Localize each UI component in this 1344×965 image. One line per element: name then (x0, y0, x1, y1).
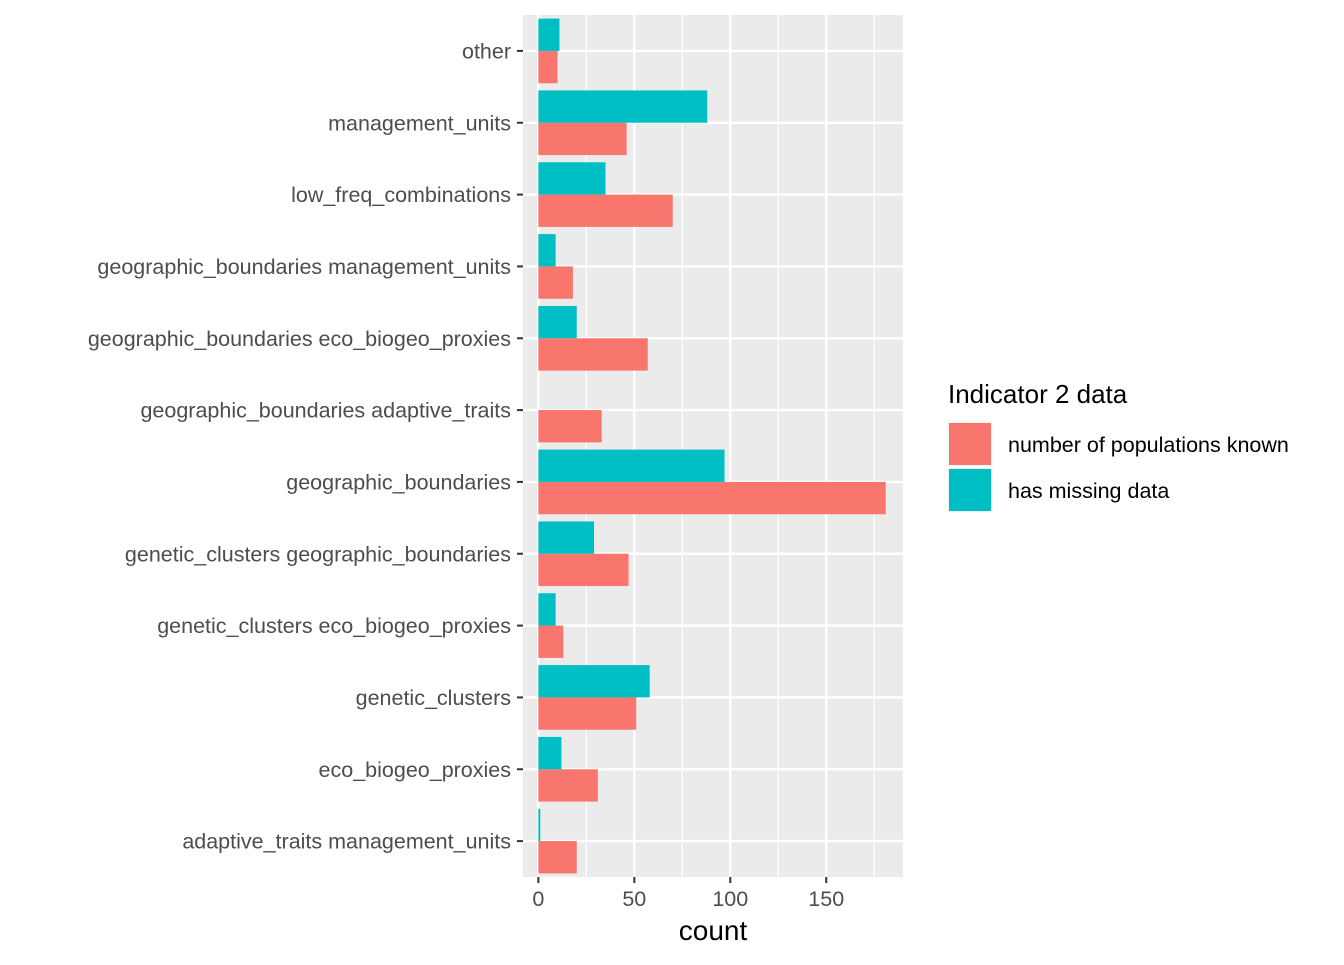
bar-number-of-populations-known (538, 697, 637, 730)
bar-number-of-populations-known (538, 50, 558, 84)
legend-key (949, 469, 991, 511)
x-tick-label: 50 (622, 887, 646, 911)
bar-number-of-populations-known (538, 625, 564, 658)
bar-has-missing-data (538, 18, 560, 51)
y-tick-label: management_units (328, 111, 511, 135)
legend: Indicator 2 data number of populations k… (948, 379, 1289, 512)
bar-has-missing-data (538, 665, 650, 698)
bar-number-of-populations-known (538, 122, 627, 156)
y-tick-label: genetic_clusters geographic_boundaries (125, 542, 511, 566)
bars (538, 18, 886, 874)
x-tick-label: 100 (712, 887, 748, 911)
x-axis: 0 50 100 150 (532, 877, 844, 911)
bar-has-missing-data (538, 808, 541, 842)
y-tick-label: geographic_boundaries (286, 470, 511, 494)
y-tick-label: genetic_clusters (356, 686, 511, 710)
bar-has-missing-data (538, 162, 606, 195)
bar-number-of-populations-known (538, 410, 602, 443)
bar-has-missing-data (538, 234, 556, 267)
y-tick-label: genetic_clusters eco_biogeo_proxies (157, 614, 511, 638)
legend-title: Indicator 2 data (948, 379, 1128, 409)
y-tick-label: adaptive_traits management_units (182, 830, 511, 854)
y-tick-label: low_freq_combinations (291, 183, 511, 207)
x-tick-label: 150 (808, 887, 844, 911)
legend-label: has missing data (1008, 479, 1169, 503)
bar-has-missing-data (538, 593, 556, 626)
bar-has-missing-data (538, 521, 595, 554)
legend-label: number of populations known (1008, 433, 1289, 457)
bar-number-of-populations-known (538, 266, 573, 299)
y-tick-label: geographic_boundaries adaptive_traits (140, 399, 511, 423)
x-axis-title: count (679, 915, 748, 946)
y-tick-label: geographic_boundaries management_units (97, 255, 511, 279)
y-tick-label: eco_biogeo_proxies (319, 758, 511, 782)
legend-items: number of populations known has missing d… (948, 422, 1289, 512)
y-tick-label: geographic_boundaries eco_biogeo_proxies (88, 327, 511, 351)
y-axis: other management_units low_freq_combinatio… (88, 39, 523, 854)
y-tick-label: other (462, 39, 511, 63)
bar-number-of-populations-known (538, 841, 577, 874)
bar-number-of-populations-known (538, 553, 629, 587)
bar-number-of-populations-known (538, 769, 598, 802)
bar-number-of-populations-known (538, 194, 673, 227)
bar-has-missing-data (538, 90, 708, 123)
bar-has-missing-data (538, 305, 577, 339)
bar-number-of-populations-known (538, 338, 648, 371)
bar-has-missing-data (538, 736, 562, 770)
bar-has-missing-data (538, 449, 725, 482)
legend-key (949, 423, 991, 465)
bar-number-of-populations-known (538, 481, 886, 515)
x-tick-label: 0 (532, 887, 544, 911)
